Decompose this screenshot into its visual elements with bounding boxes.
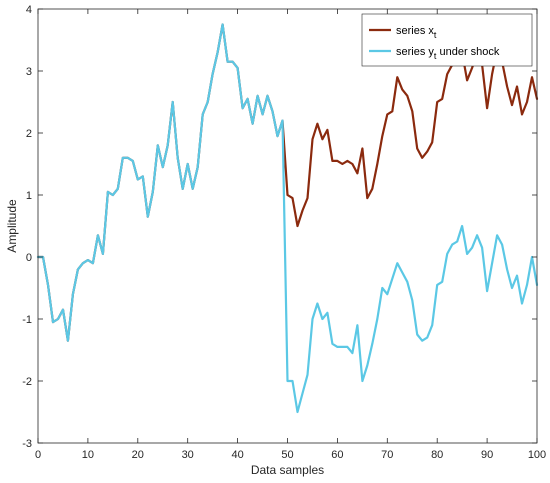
y-tick-label: 0 (26, 252, 32, 264)
x-tick-label: 0 (35, 449, 41, 461)
y-tick-label: 4 (26, 4, 32, 16)
y-tick-label: 2 (26, 128, 32, 140)
x-tick-label: 70 (381, 449, 393, 461)
x-tick-label: 40 (231, 449, 243, 461)
y-tick-label: -1 (22, 314, 32, 326)
series-line-1 (36, 23, 539, 414)
legend-label-series-y: series yt under shock (396, 46, 500, 61)
y-tick-label: -2 (22, 376, 32, 388)
x-tick-label: 60 (331, 449, 343, 461)
y-tick-label: -3 (22, 438, 32, 450)
legend: series xt series yt under shock (361, 13, 533, 67)
y-tick-label: 1 (26, 190, 32, 202)
x-axis-ticks: 0 10 20 30 40 50 60 70 80 90 100 (35, 9, 546, 461)
x-tick-label: 30 (182, 449, 194, 461)
legend-label-series-x: series xt (396, 25, 437, 40)
y-axis-label: Amplitude (5, 199, 19, 253)
x-tick-label: 80 (431, 449, 443, 461)
x-axis-label: Data samples (251, 463, 324, 477)
y-tick-label: 3 (26, 66, 32, 78)
x-tick-label: 20 (132, 449, 144, 461)
y-axis-ticks: -3 -2 -1 0 1 2 3 4 (22, 4, 537, 450)
x-tick-label: 10 (82, 449, 94, 461)
x-tick-label: 50 (281, 449, 293, 461)
x-tick-label: 90 (481, 449, 493, 461)
x-tick-label: 100 (528, 449, 546, 461)
legend-box (361, 13, 533, 67)
